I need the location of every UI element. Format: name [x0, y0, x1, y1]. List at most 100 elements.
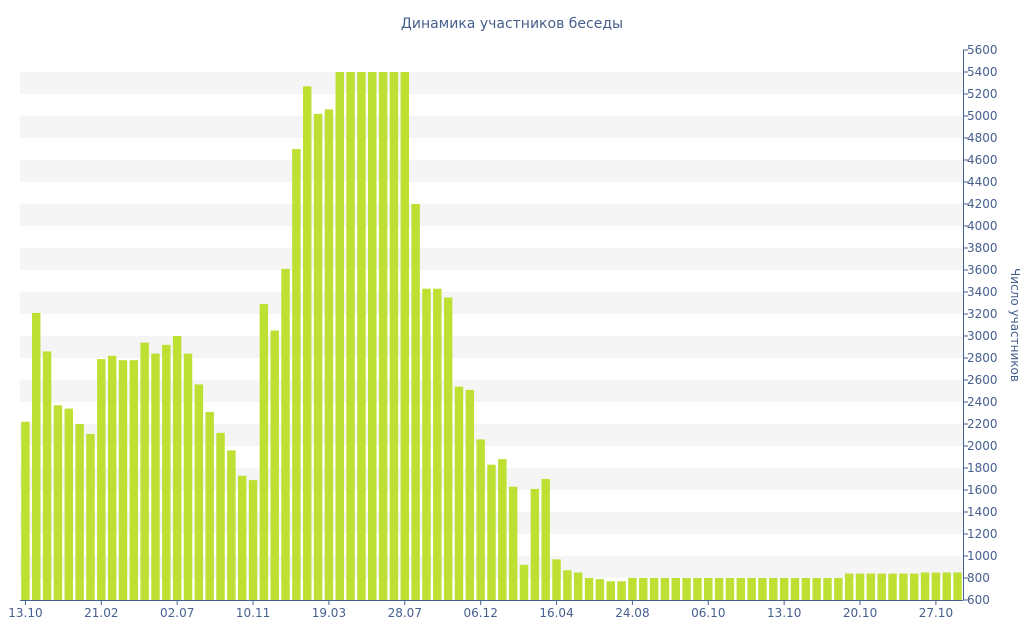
bar[interactable]	[237, 475, 247, 600]
bar[interactable]	[693, 578, 702, 600]
bar[interactable]	[162, 344, 171, 600]
bar[interactable]	[736, 578, 746, 600]
bar[interactable]	[172, 336, 182, 600]
bar[interactable]	[942, 572, 951, 601]
bar[interactable]	[834, 578, 843, 600]
bar[interactable]	[378, 72, 388, 600]
bar[interactable]	[855, 573, 865, 600]
bar[interactable]	[888, 573, 897, 600]
bar[interactable]	[790, 578, 800, 600]
bar[interactable]	[107, 355, 117, 600]
y-tick-label: 1200	[967, 527, 998, 541]
bar[interactable]	[313, 113, 323, 601]
bar[interactable]	[400, 72, 410, 600]
x-tick-label: 13.10	[8, 606, 42, 620]
bar[interactable]	[877, 573, 886, 600]
bar[interactable]	[758, 578, 767, 600]
bar[interactable]	[129, 360, 139, 600]
bar[interactable]	[64, 408, 73, 600]
bar[interactable]	[801, 578, 811, 600]
bar[interactable]	[389, 72, 399, 600]
bar[interactable]	[844, 573, 854, 600]
y-tick-label: 3400	[967, 285, 998, 299]
bar[interactable]	[541, 479, 550, 600]
bar[interactable]	[194, 384, 204, 600]
bar[interactable]	[823, 578, 832, 600]
bar[interactable]	[812, 578, 821, 600]
bar[interactable]	[487, 464, 496, 600]
grid-band	[20, 336, 963, 358]
bar[interactable]	[530, 488, 540, 600]
bar[interactable]	[671, 578, 680, 600]
bar[interactable]	[292, 149, 301, 600]
bar[interactable]	[97, 359, 106, 600]
bar[interactable]	[227, 450, 236, 600]
bar[interactable]	[465, 389, 475, 600]
bar[interactable]	[573, 572, 583, 601]
bar[interactable]	[140, 342, 149, 600]
y-tick-label: 800	[967, 571, 990, 585]
bar[interactable]	[660, 578, 670, 600]
bar[interactable]	[216, 432, 225, 600]
bar[interactable]	[303, 86, 312, 601]
bar[interactable]	[910, 573, 919, 600]
bar[interactable]	[346, 72, 355, 600]
bar[interactable]	[682, 578, 691, 600]
bar[interactable]	[75, 424, 84, 600]
grid-band	[20, 424, 963, 446]
bar[interactable]	[747, 578, 756, 600]
bar[interactable]	[617, 581, 626, 600]
bar[interactable]	[42, 351, 52, 600]
bar[interactable]	[183, 353, 193, 600]
bar[interactable]	[443, 297, 453, 601]
bar[interactable]	[920, 572, 930, 601]
bar[interactable]	[357, 72, 366, 600]
x-tick-label: 20.10	[843, 606, 877, 620]
bar[interactable]	[259, 304, 269, 600]
bar[interactable]	[118, 360, 128, 600]
bar[interactable]	[779, 578, 789, 600]
bar[interactable]	[270, 330, 279, 601]
bar[interactable]	[508, 486, 518, 600]
bar[interactable]	[769, 578, 778, 600]
bar[interactable]	[151, 353, 160, 600]
bar[interactable]	[606, 581, 615, 600]
bar[interactable]	[563, 570, 572, 600]
bar[interactable]	[53, 405, 63, 600]
bar[interactable]	[519, 564, 529, 600]
bar[interactable]	[411, 204, 420, 600]
bar[interactable]	[433, 288, 442, 600]
bar[interactable]	[422, 288, 431, 600]
bar[interactable]	[205, 411, 214, 600]
bar[interactable]	[476, 439, 485, 600]
y-tick-label: 4000	[967, 219, 998, 233]
bar[interactable]	[595, 579, 605, 600]
x-tick-label: 06.12	[463, 606, 497, 620]
bar[interactable]	[498, 459, 507, 600]
bar[interactable]	[953, 572, 962, 601]
bar[interactable]	[552, 559, 561, 600]
bar[interactable]	[584, 578, 594, 600]
bar[interactable]	[725, 578, 735, 600]
grid-band	[20, 160, 963, 182]
bar[interactable]	[899, 573, 908, 600]
bar[interactable]	[454, 386, 464, 600]
bar[interactable]	[21, 421, 30, 600]
bar[interactable]	[335, 72, 344, 600]
bar[interactable]	[86, 433, 95, 600]
bar[interactable]	[248, 480, 258, 600]
bar[interactable]	[866, 573, 876, 600]
axes: 600 800 1000 1200 1400 1600 1800 2000 2200 2400 26…	[8, 43, 997, 620]
bar[interactable]	[639, 578, 648, 600]
bar[interactable]	[628, 578, 637, 600]
bar[interactable]	[32, 312, 41, 600]
bar[interactable]	[704, 578, 713, 600]
bar[interactable]	[714, 578, 724, 600]
bar[interactable]	[649, 578, 659, 600]
bar[interactable]	[324, 109, 334, 601]
bar[interactable]	[368, 72, 377, 600]
grid-band	[20, 248, 963, 270]
y-tick-label: 2800	[967, 351, 998, 365]
bar[interactable]	[931, 572, 941, 601]
bar[interactable]	[281, 268, 290, 600]
